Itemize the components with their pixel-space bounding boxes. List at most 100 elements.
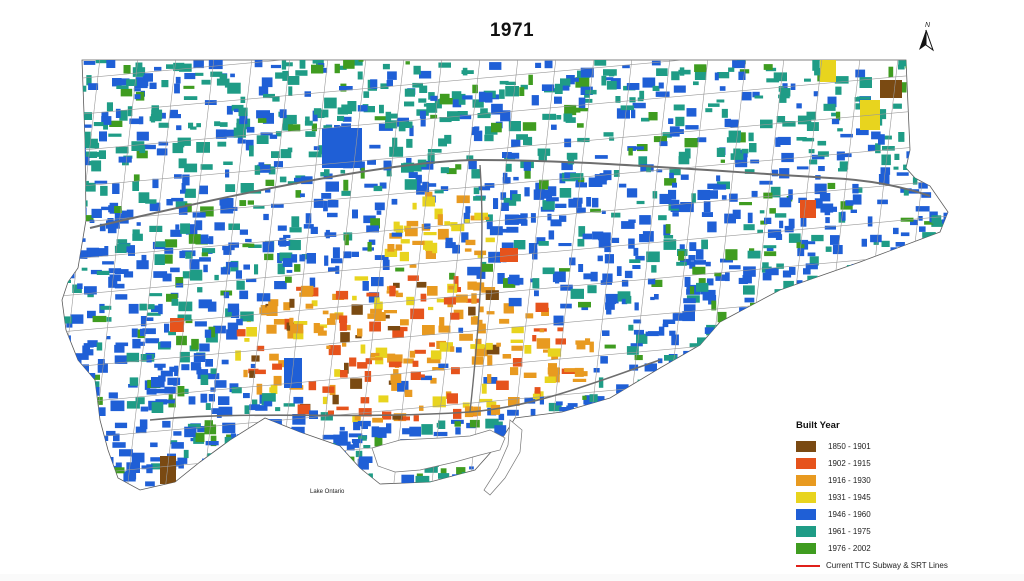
- built-parcel: [535, 479, 550, 487]
- built-parcel: [928, 277, 941, 282]
- built-parcel: [507, 277, 516, 284]
- built-parcel: [179, 351, 190, 363]
- built-parcel: [346, 444, 355, 451]
- built-parcel: [547, 487, 554, 490]
- built-parcel: [532, 248, 538, 260]
- built-parcel: [553, 315, 564, 326]
- built-parcel: [651, 279, 663, 287]
- built-parcel: [116, 243, 131, 247]
- built-parcel: [727, 362, 732, 373]
- built-parcel: [246, 126, 255, 133]
- built-parcel: [471, 169, 480, 179]
- built-parcel: [438, 363, 449, 368]
- built-parcel: [823, 103, 836, 111]
- built-parcel: [631, 109, 636, 119]
- built-parcel: [926, 368, 933, 377]
- built-parcel: [588, 407, 597, 412]
- built-parcel: [251, 355, 260, 362]
- built-parcel: [110, 400, 125, 412]
- built-parcel: [193, 353, 206, 362]
- built-parcel: [680, 174, 689, 180]
- built-parcel: [366, 225, 379, 233]
- built-parcel: [936, 405, 948, 410]
- built-parcel: [604, 344, 616, 349]
- built-parcel: [895, 242, 905, 247]
- built-parcel: [170, 229, 182, 237]
- built-parcel: [556, 401, 563, 406]
- built-parcel: [931, 215, 942, 224]
- built-parcel: [932, 370, 947, 375]
- built-parcel: [445, 242, 456, 249]
- built-parcel: [439, 117, 452, 123]
- built-parcel: [404, 389, 413, 397]
- built-parcel: [935, 60, 947, 69]
- built-parcel: [763, 192, 773, 199]
- built-parcel: [443, 297, 456, 305]
- built-parcel: [244, 405, 250, 414]
- built-parcel: [474, 126, 480, 130]
- built-parcel: [210, 368, 217, 374]
- built-parcel: [814, 198, 823, 209]
- built-parcel: [907, 393, 916, 399]
- built-parcel: [756, 476, 770, 487]
- built-parcel: [348, 433, 363, 438]
- built-parcel: [536, 418, 549, 423]
- built-parcel: [829, 273, 838, 281]
- built-parcel: [842, 329, 853, 337]
- built-parcel: [370, 79, 378, 89]
- built-parcel: [299, 60, 306, 69]
- built-parcel: [517, 494, 529, 498]
- built-parcel: [582, 98, 593, 103]
- built-parcel: [369, 144, 381, 149]
- built-parcel: [642, 231, 654, 242]
- built-parcel: [659, 141, 668, 147]
- built-parcel: [532, 278, 540, 289]
- built-parcel: [637, 97, 644, 102]
- built-parcel: [621, 221, 635, 229]
- built-parcel: [136, 222, 141, 226]
- built-parcel: [856, 128, 869, 136]
- built-parcel: [188, 122, 194, 129]
- built-parcel: [691, 479, 698, 489]
- arterial-road: [62, 143, 948, 225]
- built-parcel: [91, 160, 102, 172]
- built-parcel: [781, 439, 786, 448]
- built-parcel: [485, 418, 499, 429]
- built-parcel: [300, 193, 305, 198]
- built-parcel: [747, 337, 760, 341]
- built-parcel: [849, 388, 854, 395]
- built-parcel: [66, 351, 75, 357]
- built-parcel: [717, 311, 727, 323]
- built-parcel: [200, 374, 209, 385]
- built-parcel: [94, 433, 104, 438]
- built-parcel: [275, 131, 282, 137]
- built-parcel: [782, 121, 796, 127]
- built-parcel: [724, 118, 731, 127]
- built-parcel: [147, 312, 161, 316]
- built-parcel: [374, 116, 386, 121]
- built-parcel: [748, 410, 759, 421]
- built-parcel: [492, 421, 503, 426]
- built-parcel: [602, 273, 613, 283]
- built-parcel: [942, 259, 948, 264]
- built-parcel: [596, 483, 601, 490]
- built-parcel: [770, 420, 779, 426]
- built-parcel: [636, 200, 645, 205]
- built-parcel: [861, 396, 869, 405]
- arterial-road: [163, 60, 215, 490]
- built-parcel: [517, 456, 522, 463]
- built-parcel: [542, 463, 555, 467]
- built-parcel: [164, 386, 176, 394]
- built-parcel: [675, 116, 685, 127]
- built-parcel: [907, 334, 912, 342]
- built-parcel: [678, 69, 691, 75]
- built-parcel: [301, 477, 310, 485]
- built-parcel: [185, 203, 192, 213]
- built-parcel: [473, 130, 483, 142]
- built-parcel: [721, 108, 728, 118]
- built-parcel: [210, 387, 216, 392]
- built-parcel: [732, 60, 746, 69]
- built-parcel: [730, 119, 739, 128]
- built-parcel: [688, 446, 702, 451]
- built-parcel: [896, 277, 907, 284]
